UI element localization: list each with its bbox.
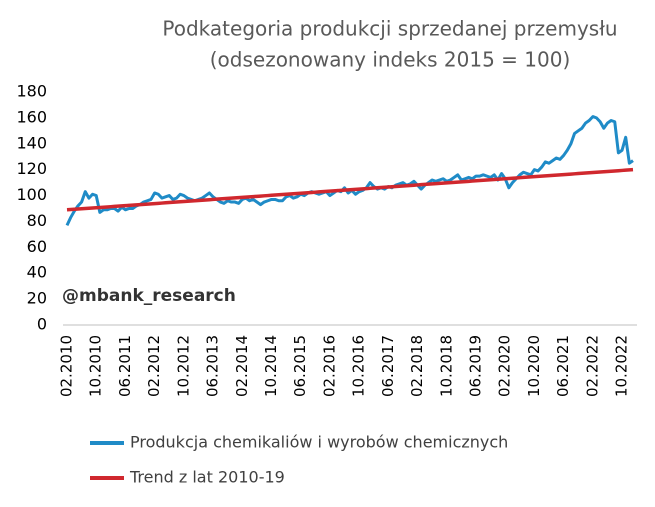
- y-tick-label: 20: [27, 289, 47, 308]
- x-tick-label: 02.2016: [320, 335, 338, 397]
- x-tick-label: 10.2010: [87, 335, 105, 397]
- x-tick-label: 06.2015: [291, 335, 309, 397]
- chart-title: Podkategoria produkcji sprzedanej przemy…: [162, 17, 617, 41]
- x-tick-label: 02.2020: [496, 335, 514, 397]
- y-tick-label: 160: [16, 107, 47, 126]
- watermark: @mbank_research: [62, 286, 236, 306]
- x-tick-label: 10.2012: [174, 335, 192, 397]
- data-line: [65, 115, 634, 226]
- x-tick-label: 02.2018: [408, 335, 426, 397]
- x-tick-label: 10.2020: [525, 335, 543, 397]
- x-tick-label: 10.2018: [437, 335, 455, 397]
- x-tick-label: 02.2012: [145, 335, 163, 397]
- x-tick-label: 10.2014: [262, 335, 280, 397]
- chart-subtitle: (odsezonowany indeks 2015 = 100): [210, 48, 571, 72]
- y-tick-label: 100: [16, 185, 47, 204]
- y-tick-label: 80: [27, 211, 47, 230]
- x-tick-label: 02.2014: [233, 335, 251, 397]
- x-tick-label: 10.2022: [613, 335, 631, 397]
- x-tick-label: 06.2013: [204, 335, 222, 397]
- y-tick-label: 140: [16, 133, 47, 152]
- y-tick-label: 40: [27, 263, 47, 282]
- x-tick-label: 06.2019: [466, 335, 484, 397]
- y-tick-label: 0: [37, 315, 47, 334]
- x-tick-label: 10.2016: [350, 335, 368, 397]
- y-tick-label: 60: [27, 237, 47, 256]
- y-tick-label: 180: [16, 82, 47, 101]
- x-tick-label: 02.2022: [583, 335, 601, 397]
- legend-label: Trend z lat 2010-19: [129, 468, 285, 487]
- x-tick-label: 06.2021: [554, 335, 572, 397]
- data-line: [66, 167, 634, 212]
- x-tick-label: 06.2011: [116, 335, 134, 397]
- x-tick-label: 02.2010: [58, 335, 76, 397]
- x-tick-label: 06.2017: [379, 335, 397, 397]
- y-tick-label: 120: [16, 159, 47, 178]
- legend-label: Produkcja chemikaliów i wyrobów chemiczn…: [130, 433, 508, 452]
